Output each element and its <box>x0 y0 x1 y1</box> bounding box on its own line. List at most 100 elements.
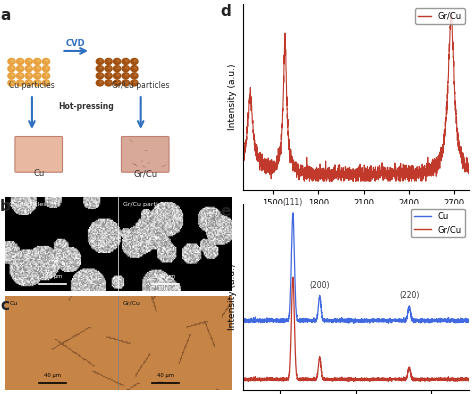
Circle shape <box>25 73 32 79</box>
Circle shape <box>117 67 119 69</box>
Circle shape <box>37 74 39 76</box>
Text: Cu: Cu <box>9 301 18 306</box>
Circle shape <box>113 80 121 86</box>
Circle shape <box>25 66 32 72</box>
Text: CVD: CVD <box>65 39 85 48</box>
Circle shape <box>96 80 103 86</box>
Circle shape <box>20 59 22 62</box>
Circle shape <box>42 58 50 65</box>
Text: Gr/Cu particles: Gr/Cu particles <box>112 81 169 89</box>
Circle shape <box>25 80 32 86</box>
Circle shape <box>8 58 15 65</box>
Text: c: c <box>0 298 9 313</box>
Circle shape <box>105 66 112 72</box>
Circle shape <box>11 67 14 69</box>
Circle shape <box>131 58 138 65</box>
Circle shape <box>105 73 112 79</box>
Circle shape <box>100 81 102 83</box>
Circle shape <box>17 73 24 79</box>
Text: Gr/Cu: Gr/Cu <box>133 169 157 178</box>
Circle shape <box>96 58 103 65</box>
Text: 100 μm: 100 μm <box>42 274 63 279</box>
Circle shape <box>17 80 24 86</box>
Circle shape <box>134 59 137 62</box>
Circle shape <box>8 73 15 79</box>
Text: d: d <box>220 4 231 19</box>
Circle shape <box>11 74 14 76</box>
Circle shape <box>28 67 31 69</box>
Y-axis label: Intensity (a.u.): Intensity (a.u.) <box>228 63 237 130</box>
Circle shape <box>42 80 50 86</box>
Text: (220): (220) <box>399 291 419 300</box>
Text: Hot-pressing: Hot-pressing <box>58 102 114 111</box>
Circle shape <box>100 67 102 69</box>
Circle shape <box>131 73 138 79</box>
Circle shape <box>113 58 121 65</box>
Circle shape <box>28 59 31 62</box>
Circle shape <box>34 80 41 86</box>
Circle shape <box>108 67 111 69</box>
FancyBboxPatch shape <box>121 136 169 172</box>
Circle shape <box>113 66 121 72</box>
Legend: Gr/Cu: Gr/Cu <box>415 8 465 24</box>
Circle shape <box>108 81 111 83</box>
Circle shape <box>11 59 14 62</box>
Text: (200): (200) <box>310 281 330 290</box>
Text: e: e <box>220 204 230 219</box>
Circle shape <box>34 58 41 65</box>
Circle shape <box>126 59 128 62</box>
Circle shape <box>126 67 128 69</box>
Circle shape <box>20 81 22 83</box>
Circle shape <box>134 81 137 83</box>
Circle shape <box>37 59 39 62</box>
Circle shape <box>17 58 24 65</box>
Circle shape <box>37 81 39 83</box>
Circle shape <box>8 66 15 72</box>
Circle shape <box>28 74 31 76</box>
Circle shape <box>100 74 102 76</box>
Circle shape <box>131 80 138 86</box>
Circle shape <box>117 59 119 62</box>
Circle shape <box>108 74 111 76</box>
Text: Gr/Cu: Gr/Cu <box>123 301 141 306</box>
Circle shape <box>46 81 48 83</box>
Y-axis label: Intensity (a.u.): Intensity (a.u.) <box>228 264 237 331</box>
Circle shape <box>117 74 119 76</box>
Circle shape <box>42 73 50 79</box>
Circle shape <box>105 58 112 65</box>
Circle shape <box>134 67 137 69</box>
Circle shape <box>117 81 119 83</box>
Text: 40 μm: 40 μm <box>44 373 61 378</box>
Circle shape <box>20 74 22 76</box>
Text: 100 μm: 100 μm <box>155 274 176 279</box>
Circle shape <box>20 67 22 69</box>
Circle shape <box>96 66 103 72</box>
Text: b: b <box>0 199 11 214</box>
Legend: Cu, Gr/Cu: Cu, Gr/Cu <box>411 208 465 238</box>
Circle shape <box>37 67 39 69</box>
Circle shape <box>122 73 129 79</box>
Circle shape <box>17 66 24 72</box>
Circle shape <box>25 58 32 65</box>
Circle shape <box>126 81 128 83</box>
Circle shape <box>96 73 103 79</box>
Circle shape <box>131 66 138 72</box>
Circle shape <box>8 80 15 86</box>
Text: Gr/Cu particles: Gr/Cu particles <box>123 202 170 207</box>
Circle shape <box>100 59 102 62</box>
Circle shape <box>46 74 48 76</box>
Text: a: a <box>0 8 10 23</box>
Circle shape <box>122 80 129 86</box>
X-axis label: Raman shift (cm⁻¹): Raman shift (cm⁻¹) <box>313 213 399 222</box>
Circle shape <box>28 81 31 83</box>
Text: (111): (111) <box>283 198 303 207</box>
Circle shape <box>34 66 41 72</box>
Circle shape <box>122 66 129 72</box>
Circle shape <box>42 66 50 72</box>
Circle shape <box>46 59 48 62</box>
Circle shape <box>122 58 129 65</box>
Text: Cu particles: Cu particles <box>9 202 47 207</box>
Text: Cu particles: Cu particles <box>9 81 55 89</box>
Circle shape <box>34 73 41 79</box>
Circle shape <box>46 67 48 69</box>
